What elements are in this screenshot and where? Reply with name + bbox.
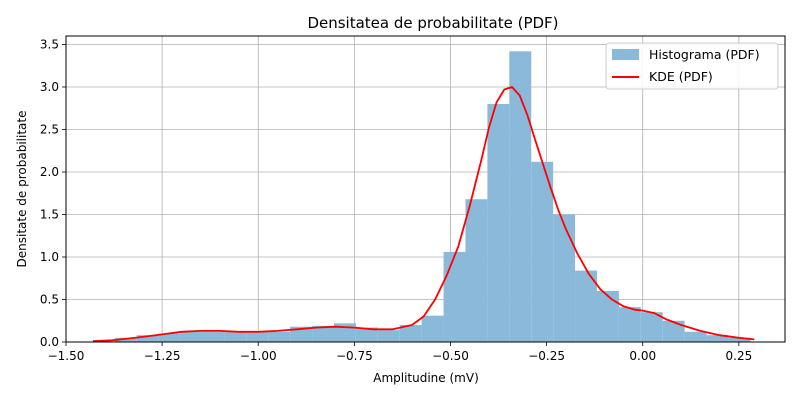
legend-label-kde: KDE (PDF) [649,69,713,84]
histogram-bar [618,307,641,342]
histogram-bar [202,331,225,342]
histogram-bar [640,312,663,342]
histogram-bar [531,161,554,342]
histogram-bar [377,330,400,342]
histogram-bar [575,270,597,342]
y-tick-label: 1.0 [40,250,59,264]
histogram-bar [487,104,510,342]
histogram-bar [509,51,532,343]
histogram-bar [553,214,576,342]
histogram-bar [399,325,422,342]
y-axis-label: Densitate de probabilitate [15,111,29,268]
legend-swatch-histogram [612,49,639,60]
y-tick-label: 3.5 [40,38,59,52]
axes-frame [65,35,786,343]
y-tick-label: 3.0 [40,80,59,94]
histogram-bar [421,315,444,342]
kde-line [92,86,755,342]
histogram-bar [136,335,159,342]
x-axis-label: Amplitudine (mV) [373,371,479,385]
histogram-bar [268,331,291,342]
x-tick-label: −0.50 [432,349,469,363]
y-tick-label: 1.5 [40,208,59,222]
x-tick-label: −0.75 [336,349,373,363]
y-tick-label: 0.0 [40,335,59,349]
y-tick-label: 2.5 [40,123,59,137]
x-tick-label: 0.00 [629,349,656,363]
histogram-bar [465,199,488,342]
histogram-bar [246,331,269,342]
histogram-bar [290,326,313,342]
histogram-bar [224,331,247,342]
y-tick-label: 2.0 [40,165,59,179]
histogram-bar [114,337,137,342]
y-tick-label: 0.5 [40,293,59,307]
histogram-bar [662,320,685,342]
legend-box [605,42,779,90]
histogram-bar [180,331,203,342]
histogram-bar [684,331,707,342]
histogram-bar [355,327,378,342]
x-tick-label: −0.25 [528,349,565,363]
legend-label-histogram: Histograma (PDF) [649,47,760,62]
histogram-bar [706,335,729,342]
plot-area: −1.50 −1.25 −1.00 −0.75 −0.50 −0.25 0.00 0.25 0.… [40,35,786,363]
histogram-bar [728,337,751,342]
x-tick-label: 0.25 [726,349,753,363]
legend: Histograma (PDF) KDE (PDF) [605,42,779,90]
x-tick-label: −1.00 [240,349,277,363]
histogram-bar [312,325,334,342]
chart-title: Densitatea de probabilitate (PDF) [307,14,558,32]
histogram-bar [443,251,466,342]
x-tick-label: −1.25 [144,349,181,363]
histogram-bar [596,291,619,342]
histogram-bar [158,333,181,342]
x-tick-label: −1.50 [48,349,85,363]
